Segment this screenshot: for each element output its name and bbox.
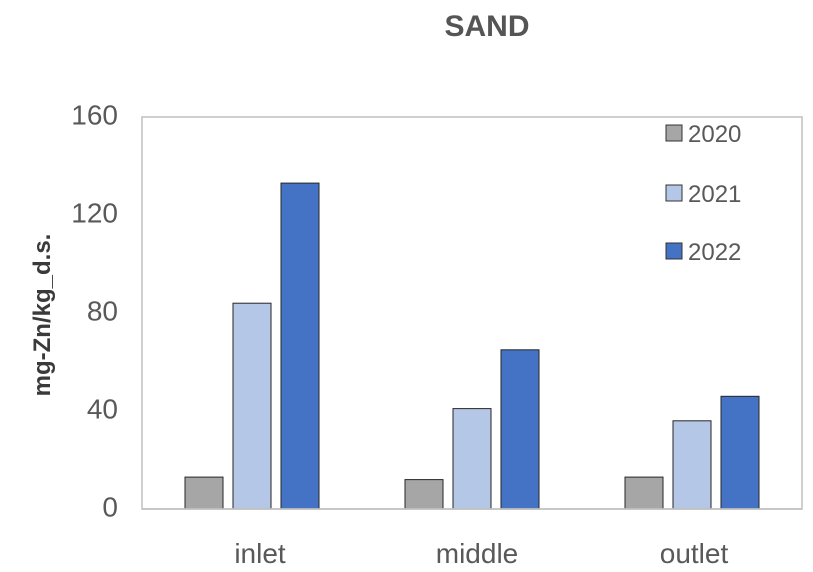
bar-inlet-2021 bbox=[232, 302, 272, 510]
y-tick-label: 120 bbox=[71, 197, 118, 228]
bar-middle-2020 bbox=[404, 479, 444, 510]
bar-outlet-2022 bbox=[720, 395, 760, 510]
bar-inlet-2020 bbox=[184, 476, 224, 510]
chart-title: SAND bbox=[444, 10, 529, 43]
bars-group bbox=[184, 182, 760, 510]
y-tick-label: 160 bbox=[71, 99, 118, 130]
legend-label-2021: 2021 bbox=[688, 181, 741, 208]
bar-middle-2021 bbox=[452, 408, 492, 510]
bar-middle-2022 bbox=[500, 349, 540, 510]
legend-swatch-2021 bbox=[665, 184, 683, 202]
category-label-inlet: inlet bbox=[234, 538, 286, 569]
bar-inlet-2022 bbox=[280, 182, 320, 510]
x-axis-categories: inlet middle outlet bbox=[234, 538, 728, 569]
legend-swatch-2022 bbox=[665, 242, 683, 260]
y-tick-label: 40 bbox=[87, 393, 118, 424]
y-tick-label: 0 bbox=[102, 491, 118, 522]
bar-outlet-2020 bbox=[624, 476, 664, 510]
bar-outlet-2021 bbox=[672, 420, 712, 510]
legend-label-2022: 2022 bbox=[688, 239, 741, 266]
legend: 2020 2021 2022 bbox=[665, 121, 741, 266]
y-tick-label: 80 bbox=[87, 295, 118, 326]
legend-swatch-2020 bbox=[665, 124, 683, 142]
category-label-outlet: outlet bbox=[660, 538, 729, 569]
y-axis-ticks: 0 40 80 120 160 bbox=[71, 99, 118, 522]
category-label-middle: middle bbox=[436, 538, 518, 569]
legend-label-2020: 2020 bbox=[688, 121, 741, 148]
y-axis-label: mg-Zn/kg_d.s. bbox=[29, 234, 56, 397]
plot-area-border bbox=[141, 116, 803, 510]
